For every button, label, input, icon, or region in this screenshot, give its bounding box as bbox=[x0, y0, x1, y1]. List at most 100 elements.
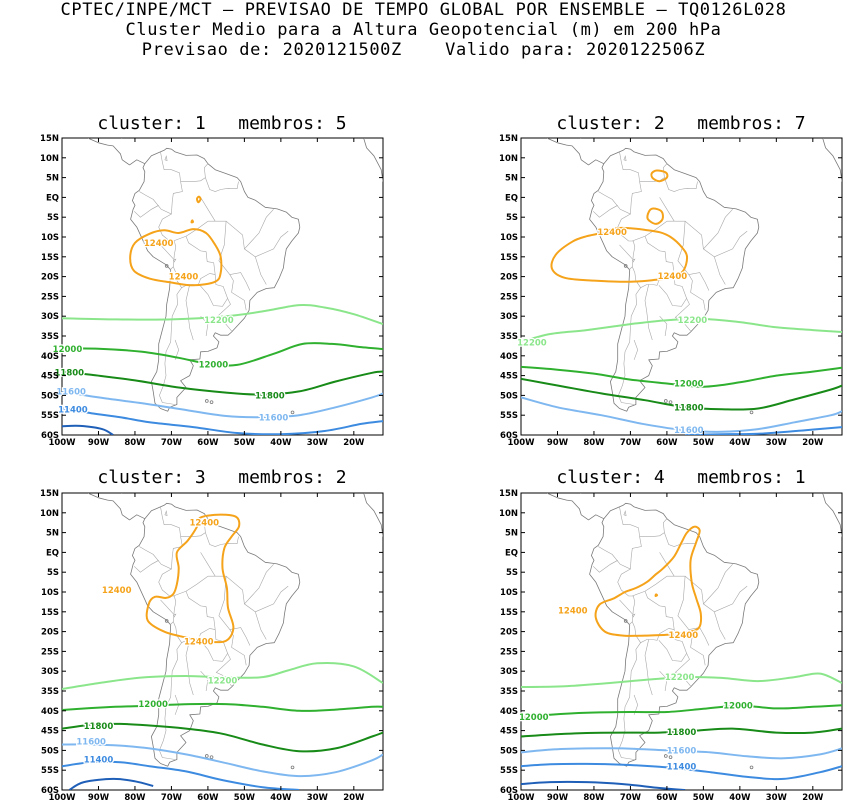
island bbox=[164, 264, 169, 268]
lat-label: 60S bbox=[41, 431, 59, 441]
isoline-label: 11800 bbox=[255, 391, 285, 401]
isoline-label: 11800 bbox=[674, 403, 704, 413]
lake bbox=[631, 258, 636, 263]
lon-label: 90W bbox=[88, 793, 110, 803]
lon-label: 70W bbox=[620, 438, 642, 448]
isoline-11200 bbox=[521, 780, 686, 790]
lat-label: 45S bbox=[41, 727, 59, 737]
lat-label: 25S bbox=[500, 647, 518, 657]
lat-label: 30S bbox=[500, 312, 518, 322]
map-layers bbox=[62, 138, 383, 435]
lat-label: 15S bbox=[500, 608, 518, 618]
lat-label: 35S bbox=[500, 687, 518, 697]
isoline-11800 bbox=[521, 727, 842, 738]
lon-label: 50W bbox=[693, 438, 715, 448]
map-panel-2: 12400 12400 12200 12200 12000 11800 11600 15N 10… bbox=[499, 134, 843, 448]
island bbox=[623, 619, 628, 623]
country-border bbox=[255, 585, 289, 613]
lon-label: 70W bbox=[161, 438, 183, 448]
country-border bbox=[199, 274, 228, 307]
lake bbox=[623, 155, 627, 162]
central-america-coastline bbox=[546, 493, 604, 521]
lon-label: 40W bbox=[270, 438, 292, 448]
lon-label: 50W bbox=[234, 793, 256, 803]
lat-label: 60S bbox=[500, 786, 518, 796]
island bbox=[668, 755, 673, 759]
lon-label: 40W bbox=[729, 438, 751, 448]
lon-label: 30W bbox=[766, 793, 788, 803]
lat-label: 25S bbox=[41, 292, 59, 302]
country-border bbox=[244, 209, 274, 250]
lat-label: 35S bbox=[41, 687, 59, 697]
country-border bbox=[133, 205, 159, 218]
map-layers bbox=[521, 138, 842, 435]
lat-label: 10N bbox=[40, 509, 59, 519]
country-border bbox=[688, 627, 710, 646]
africa-coastline bbox=[822, 493, 842, 537]
isoline-labels: 12400 12400 12200 12000 12000 11800 11800 11600… bbox=[51, 238, 289, 425]
lat-label: 10S bbox=[500, 233, 518, 243]
country-border bbox=[592, 560, 618, 573]
isoline-12000 bbox=[62, 702, 383, 712]
lat-label: 50S bbox=[41, 391, 59, 401]
lat-label: 10S bbox=[41, 233, 59, 243]
lat-label: 50S bbox=[41, 746, 59, 756]
isoline-label: 12200 bbox=[665, 673, 695, 683]
lat-label: EQ bbox=[505, 193, 518, 203]
country-border bbox=[644, 575, 668, 592]
country-border bbox=[644, 220, 668, 237]
isoline-11400 bbox=[685, 426, 842, 435]
isoline-12400 bbox=[646, 207, 664, 225]
lon-label: 20W bbox=[343, 438, 365, 448]
isoline-label: 11800 bbox=[55, 368, 85, 378]
country-border bbox=[658, 274, 687, 307]
lat-label: 5N bbox=[46, 529, 59, 539]
lat-label: 20S bbox=[41, 628, 59, 638]
isoline-labels: 12400 12400 12400 12200 12000 11800 11600 11400 bbox=[75, 517, 238, 766]
isoline-label: 12200 bbox=[517, 338, 547, 348]
isoline-11600 bbox=[521, 747, 842, 760]
country-border bbox=[218, 576, 234, 636]
country-border bbox=[714, 585, 748, 613]
lon-label: 90W bbox=[88, 438, 110, 448]
isoline-12400 bbox=[145, 513, 241, 644]
lon-label: 60W bbox=[197, 793, 219, 803]
lat-label: 30S bbox=[41, 667, 59, 677]
lat-label: 10S bbox=[41, 588, 59, 598]
lat-label: 15N bbox=[40, 489, 59, 499]
south-america-coastline bbox=[130, 147, 301, 412]
isoline-11800 bbox=[521, 377, 842, 411]
lat-label: 5S bbox=[47, 568, 59, 578]
lat-label: 10N bbox=[499, 509, 518, 519]
isoline-label: 12000 bbox=[138, 700, 168, 710]
country-border bbox=[618, 642, 641, 760]
lat-label: 45S bbox=[500, 372, 518, 382]
panel-4-title: cluster: 4 membros: 1 bbox=[556, 467, 806, 488]
lat-label: 40S bbox=[41, 352, 59, 362]
country-border bbox=[200, 670, 209, 692]
lon-label: 80W bbox=[124, 793, 146, 803]
country-border bbox=[598, 506, 642, 570]
isoline-label: 11600 bbox=[56, 387, 86, 397]
isoline-label: 11400 bbox=[58, 405, 88, 415]
isoline-label: 12400 bbox=[658, 272, 688, 282]
isoline-label: 12400 bbox=[144, 239, 174, 249]
isoline-label: 12400 bbox=[558, 607, 588, 617]
country-border bbox=[160, 599, 174, 615]
lake bbox=[172, 258, 177, 263]
island bbox=[205, 399, 209, 403]
country-border bbox=[231, 280, 247, 311]
lat-label: 20S bbox=[41, 273, 59, 283]
country-border bbox=[658, 629, 687, 662]
country-border bbox=[659, 315, 668, 337]
isoline-label: 11600 bbox=[674, 426, 704, 436]
country-border bbox=[674, 298, 691, 332]
country-border bbox=[231, 635, 247, 666]
lon-label: 60W bbox=[197, 438, 219, 448]
country-border bbox=[200, 552, 216, 577]
country-border bbox=[159, 287, 182, 405]
country-border bbox=[632, 590, 675, 644]
isoline-11200 bbox=[68, 777, 154, 790]
lat-label: 5N bbox=[505, 174, 518, 184]
country-border bbox=[185, 284, 194, 341]
